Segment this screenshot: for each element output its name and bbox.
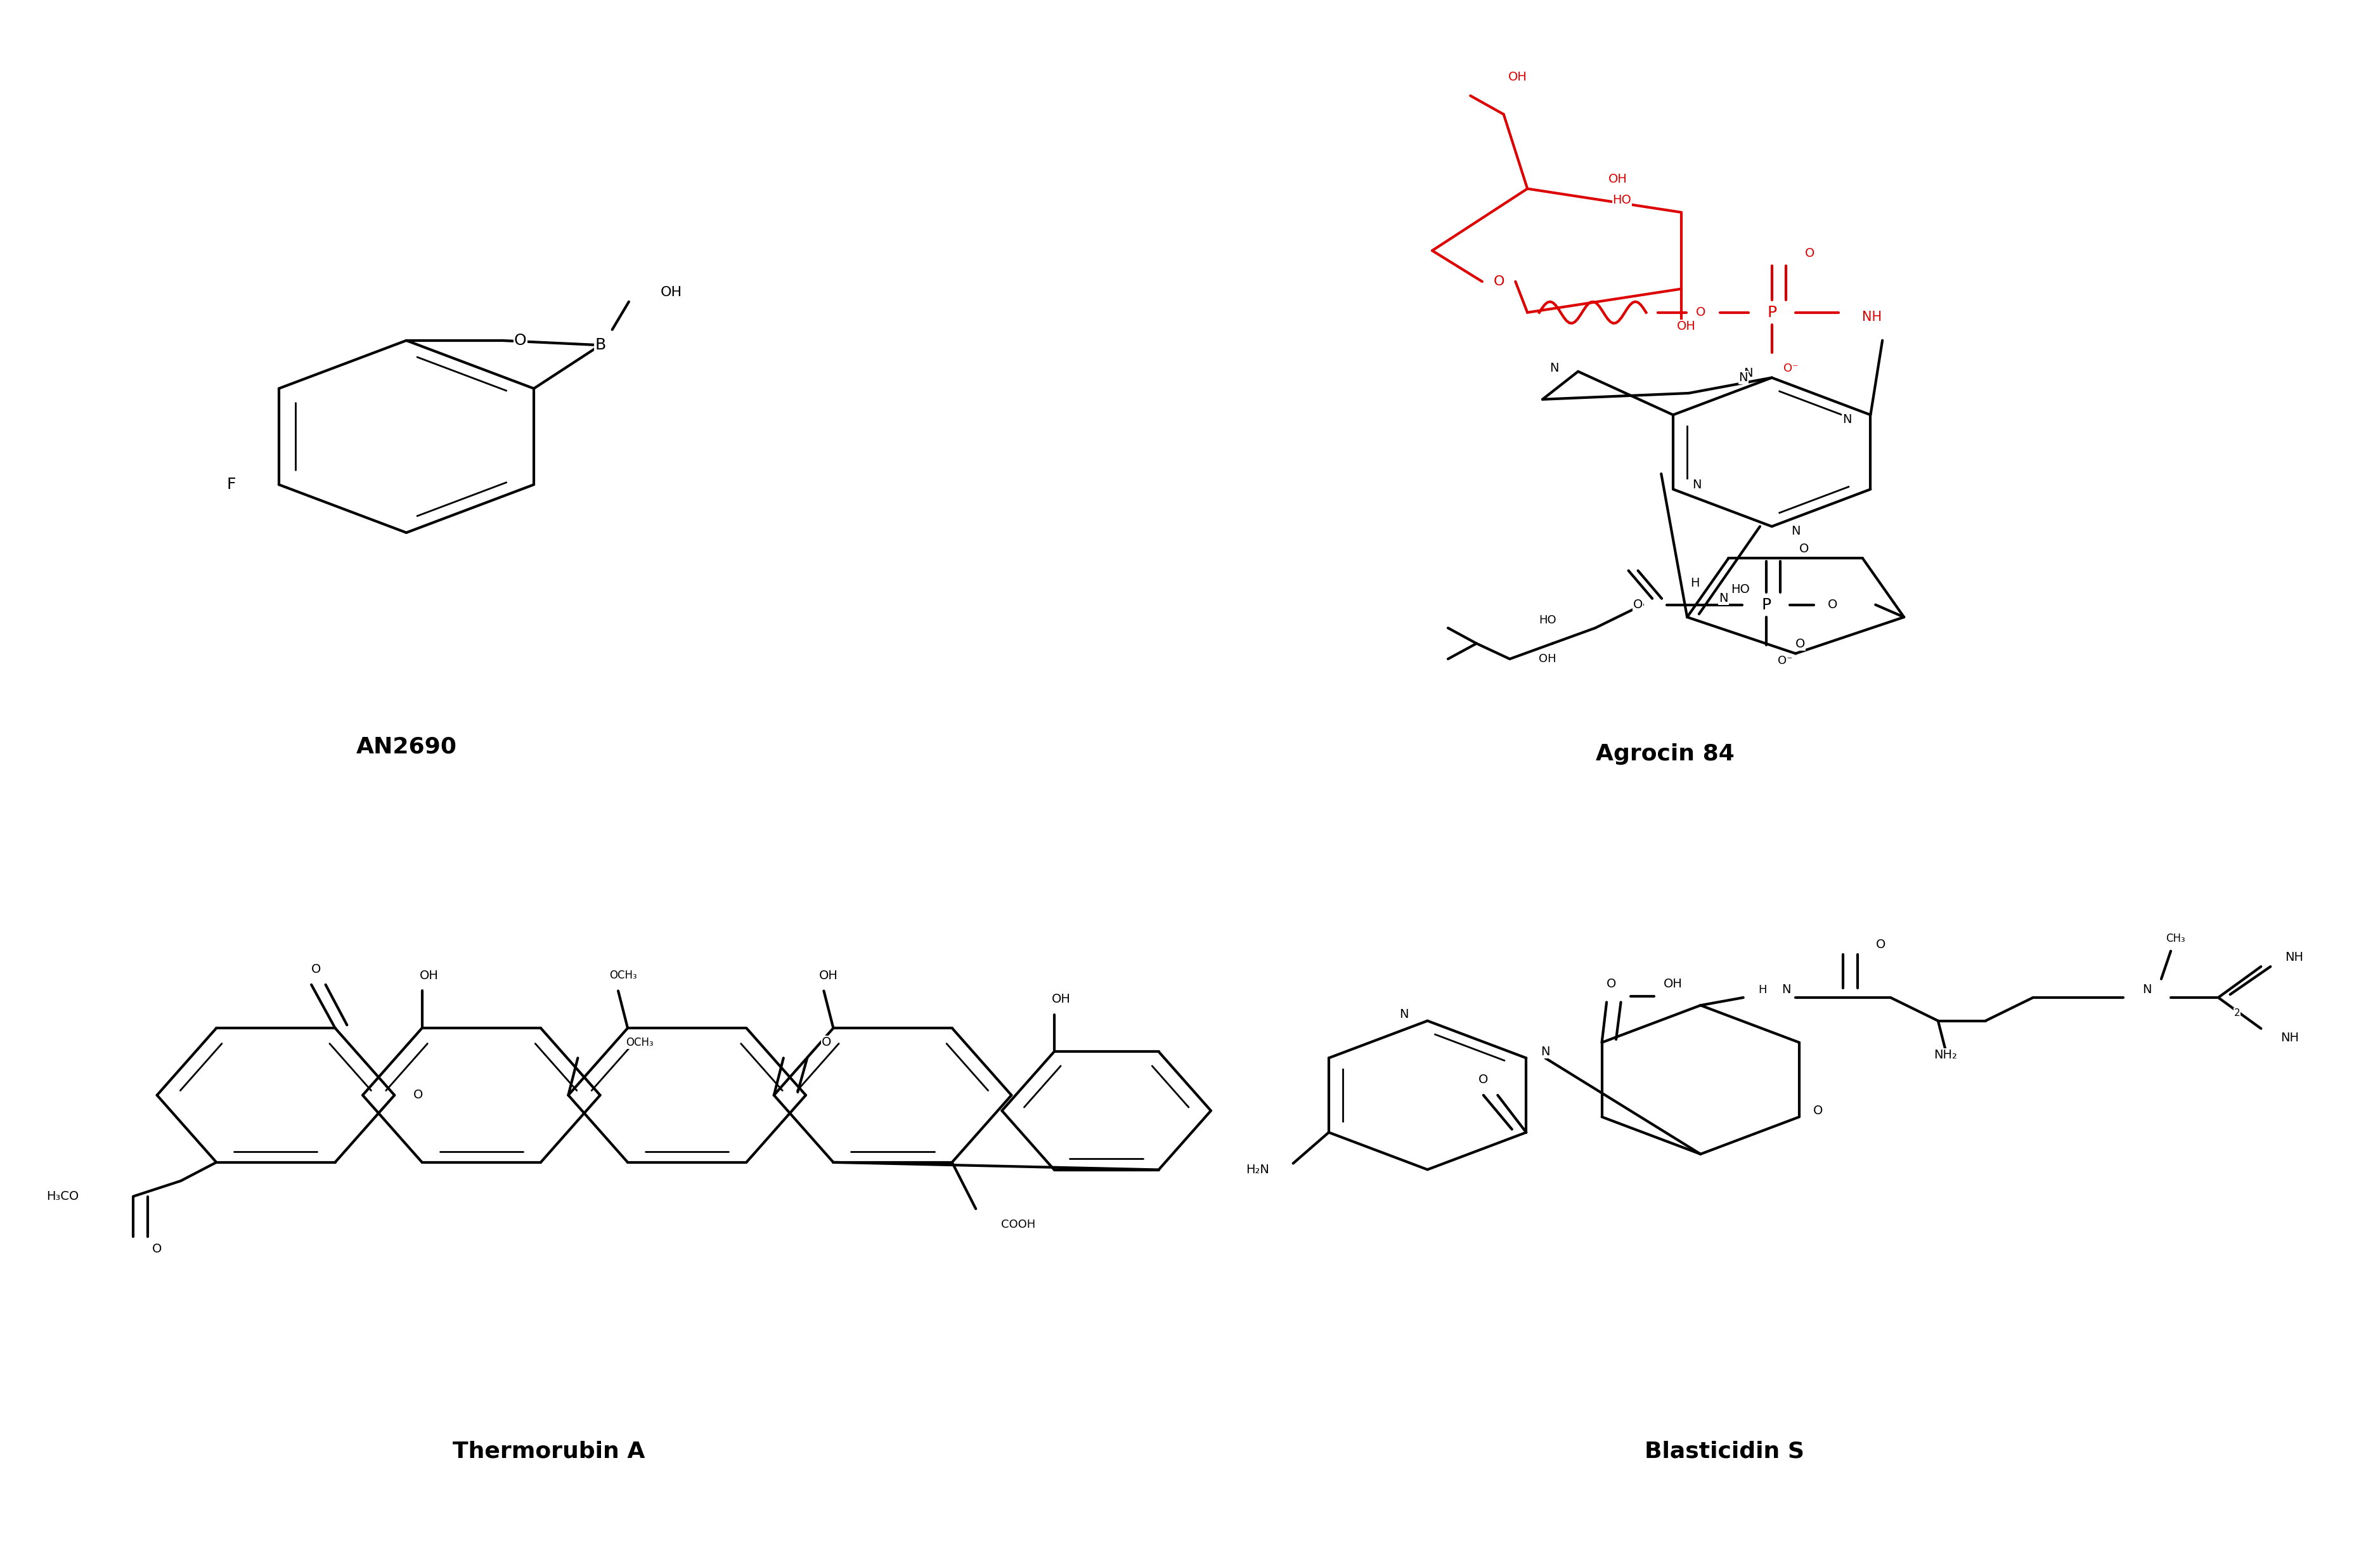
Text: N: N: [1399, 1009, 1409, 1020]
Text: O: O: [1633, 599, 1642, 611]
Text: AN2690: AN2690: [357, 736, 457, 757]
Text: P: P: [1768, 305, 1778, 320]
Text: HO: HO: [1614, 194, 1630, 205]
Text: O: O: [1478, 1073, 1488, 1085]
Text: O: O: [1607, 978, 1616, 989]
Text: N: N: [2142, 984, 2152, 995]
Text: NH: NH: [2280, 1033, 2299, 1043]
Text: H: H: [1759, 984, 1766, 995]
Text: OCH₃: OCH₃: [626, 1037, 655, 1048]
Text: NH: NH: [1861, 311, 1883, 323]
Text: OH: OH: [1509, 72, 1528, 82]
Text: OH: OH: [1676, 320, 1695, 333]
Text: OH: OH: [1052, 994, 1071, 1005]
Text: H₃CO: H₃CO: [45, 1191, 79, 1202]
Text: Blasticidin S: Blasticidin S: [1645, 1441, 1804, 1462]
Text: OH: OH: [1609, 173, 1628, 185]
Text: HO: HO: [1730, 583, 1749, 596]
Text: N: N: [1783, 984, 1790, 995]
Text: O: O: [414, 1088, 424, 1101]
Text: H: H: [1690, 577, 1699, 589]
Text: O: O: [1795, 638, 1804, 650]
Text: N: N: [1792, 526, 1799, 536]
Text: HO: HO: [1540, 614, 1557, 627]
Text: O⁻: O⁻: [1778, 655, 1792, 666]
Text: OCH₃: OCH₃: [609, 970, 638, 981]
Text: O: O: [1814, 1104, 1823, 1116]
Text: N: N: [1740, 372, 1747, 384]
Text: O: O: [152, 1242, 162, 1255]
Text: CH₃: CH₃: [2166, 933, 2185, 944]
Text: NH: NH: [2285, 952, 2304, 963]
Text: OH: OH: [662, 286, 683, 299]
Text: O: O: [1799, 543, 1809, 555]
Text: OH: OH: [419, 969, 438, 981]
Text: O: O: [1697, 306, 1706, 319]
Text: Agrocin 84: Agrocin 84: [1595, 743, 1735, 765]
Text: N: N: [1549, 362, 1559, 375]
Text: H₂N: H₂N: [1247, 1163, 1269, 1176]
Text: O: O: [1875, 939, 1885, 952]
Text: OH: OH: [1540, 653, 1557, 664]
Text: P: P: [1761, 597, 1771, 613]
Text: OH: OH: [1664, 978, 1683, 989]
Text: OH: OH: [819, 969, 838, 981]
Text: N: N: [1745, 367, 1752, 379]
Text: N: N: [1842, 414, 1852, 426]
Text: NH₂: NH₂: [1933, 1050, 1956, 1061]
Text: 2: 2: [2235, 1008, 2240, 1019]
Text: O: O: [1804, 247, 1816, 260]
Text: O⁻: O⁻: [1783, 362, 1799, 375]
Text: COOH: COOH: [1002, 1219, 1035, 1230]
Text: O: O: [1492, 275, 1504, 288]
Text: O: O: [312, 963, 321, 975]
Text: O: O: [1828, 599, 1837, 611]
Text: O: O: [821, 1037, 831, 1048]
Text: N: N: [1540, 1047, 1549, 1057]
Text: B: B: [595, 337, 607, 353]
Text: N: N: [1692, 479, 1702, 491]
Text: F: F: [226, 477, 236, 493]
Text: O: O: [514, 333, 526, 348]
Text: N: N: [1718, 592, 1728, 605]
Text: Thermorubin A: Thermorubin A: [452, 1441, 645, 1462]
